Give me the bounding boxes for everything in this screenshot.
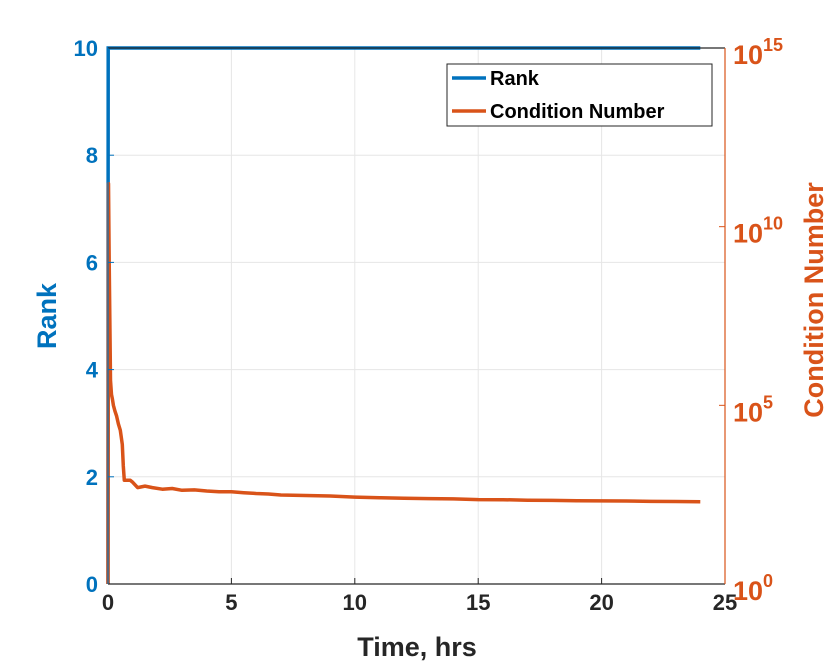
x-tick-label: 25 (713, 590, 737, 615)
left-axis-label: Rank (32, 282, 62, 349)
right-tick-label: 1015 (733, 35, 783, 70)
left-axis-ticks: 0 2 4 6 8 10 (74, 36, 99, 597)
left-tick-label: 0 (86, 572, 98, 597)
legend-label-rank: Rank (490, 68, 540, 90)
legend-label-condition-number: Condition Number (490, 101, 665, 123)
left-tick-label: 8 (86, 143, 98, 168)
x-tick-label: 10 (343, 590, 367, 615)
left-tick-label: 4 (86, 358, 99, 383)
right-axis-label: Condition Number (799, 182, 829, 418)
x-tick-label: 15 (466, 590, 490, 615)
x-axis-ticks: 0 5 10 15 20 25 (102, 590, 737, 615)
left-tick-label: 6 (86, 250, 98, 275)
x-tick-label: 5 (225, 590, 237, 615)
grid-lines (107, 47, 726, 585)
x-tick-label: 20 (589, 590, 613, 615)
right-tick-label: 100 (733, 571, 773, 606)
right-tick-label: 1010 (733, 214, 783, 249)
right-axis-ticks: 100 105 1010 1015 (733, 35, 783, 606)
axes (107, 47, 726, 585)
legend: Rank Condition Number (446, 63, 713, 127)
left-tick-label: 2 (86, 465, 98, 490)
plot-area (108, 48, 725, 584)
left-tick-label: 10 (74, 36, 98, 61)
right-tick-label: 105 (733, 392, 773, 427)
legend-box (446, 63, 713, 127)
series-line-condition-number (106, 181, 701, 585)
x-tick-label: 0 (102, 590, 114, 615)
x-axis-label: Time, hrs (357, 632, 477, 662)
